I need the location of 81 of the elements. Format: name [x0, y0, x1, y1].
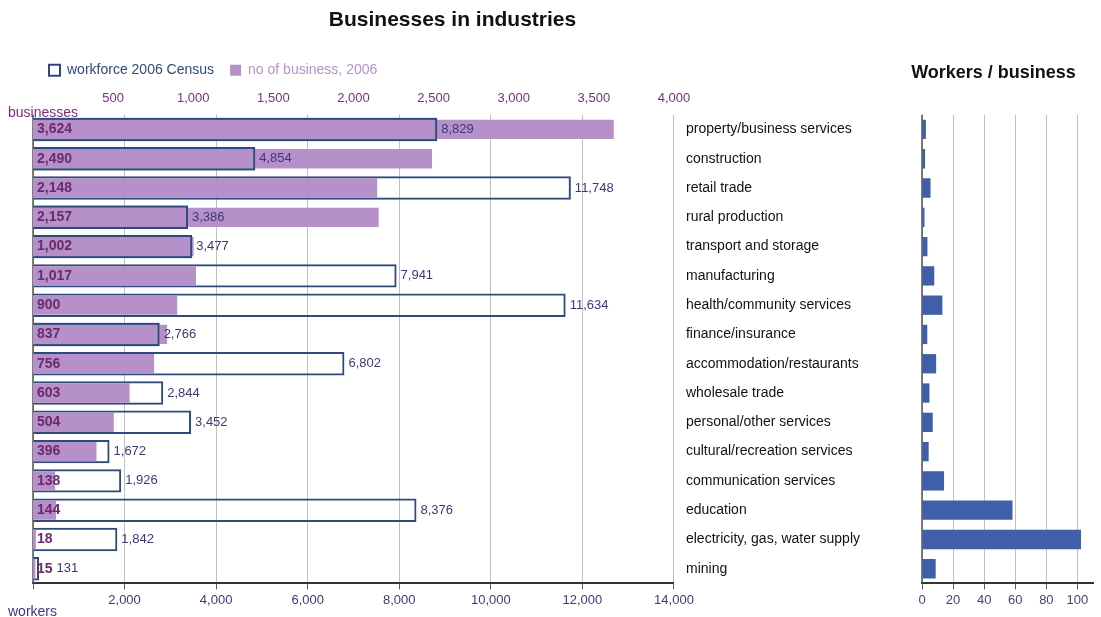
legend-label: workforce 2006 Census — [66, 61, 215, 78]
x-tick-label: 80 — [1039, 591, 1054, 607]
bar — [922, 412, 933, 432]
data-label: 837 — [37, 325, 61, 342]
x-tick-label: 8,000 — [383, 591, 416, 607]
data-label: 6,802 — [348, 355, 381, 371]
y-tick-label: wholesale trade — [684, 383, 785, 400]
y-tick-label: transport and storage — [685, 237, 820, 254]
data-label: 3,452 — [195, 413, 228, 429]
legend-label: no of business, 2006 — [248, 61, 378, 78]
x2-tick-label: 500 — [102, 89, 124, 105]
data-label: 1,926 — [125, 472, 158, 488]
x2-tick-label: 1,500 — [257, 89, 290, 105]
bar — [922, 266, 935, 286]
data-label: 8,829 — [441, 121, 474, 137]
x-tick-label: 10,000 — [470, 591, 511, 607]
x-tick-label: 6,000 — [291, 591, 324, 607]
y-tick-label: electricity, gas, water supply — [685, 530, 860, 547]
x2-axis-title: businesses — [8, 103, 79, 120]
y-tick-label: retail trade — [685, 178, 753, 195]
y-tick-label: manufacturing — [685, 266, 775, 283]
x-tick-label: 2,000 — [108, 591, 141, 607]
y-tick-label: education — [685, 501, 747, 518]
y-tick-label: rural production — [685, 208, 784, 225]
data-label: 1,672 — [113, 443, 147, 459]
data-label: 1,842 — [121, 531, 154, 547]
bar — [922, 354, 937, 374]
y-tick-label: personal/other services — [685, 413, 831, 430]
data-label: 756 — [37, 354, 61, 371]
y-tick-label: accommodation/restaurants — [685, 354, 859, 371]
x2-tick-label: 3,500 — [577, 89, 611, 105]
y-tick-label: cultural/recreation services — [685, 442, 853, 459]
x2-tick-label: 2,500 — [417, 89, 450, 105]
y-tick-label: mining — [685, 559, 728, 576]
y-tick-label: communication services — [685, 471, 836, 488]
bar — [922, 500, 1013, 520]
x-tick-label: 100 — [1066, 591, 1089, 607]
data-label: 3,386 — [192, 208, 225, 224]
data-label: 18 — [37, 530, 53, 547]
data-label: 900 — [37, 296, 61, 313]
chart-title: Workers / business — [911, 61, 1076, 82]
x-tick-label: 4,000 — [199, 591, 233, 607]
x-tick-label: 14,000 — [654, 591, 694, 607]
y-tick-label: property/business services — [685, 120, 852, 137]
x2-tick-label: 3,000 — [497, 89, 530, 105]
data-label: 8,376 — [420, 501, 454, 517]
data-label: 7,941 — [400, 267, 434, 283]
data-label: 4,854 — [259, 150, 292, 166]
data-label: 3,624 — [37, 120, 73, 137]
data-label: 1,002 — [37, 237, 73, 254]
data-label: 2,157 — [37, 208, 73, 225]
y-tick-label: construction — [685, 149, 762, 166]
x-tick-label: 20 — [945, 591, 961, 607]
bar — [922, 559, 936, 579]
data-label: 1,017 — [37, 266, 73, 283]
data-label: 504 — [37, 413, 61, 430]
data-label: 396 — [37, 442, 61, 459]
x2-tick-label: 1,000 — [176, 89, 210, 105]
data-label: 2,844 — [167, 384, 200, 400]
bar — [922, 471, 945, 491]
data-label: 11,634 — [569, 296, 609, 312]
x-tick-label: 40 — [976, 591, 992, 607]
bar — [922, 441, 929, 462]
bar — [922, 178, 931, 198]
x-tick-label: 0 — [918, 591, 926, 607]
x-tick-label: 12,000 — [562, 591, 603, 607]
x2-tick-label: 4,000 — [657, 89, 691, 105]
data-label: 131 — [56, 560, 79, 576]
data-label: 2,490 — [37, 149, 73, 166]
y-tick-label: health/community services — [685, 296, 851, 313]
x-axis-title: workers — [7, 603, 58, 617]
y-tick-label: finance/insurance — [685, 325, 796, 342]
bar — [922, 529, 1082, 550]
data-label: 2,148 — [37, 178, 73, 195]
x-tick-label: 60 — [1008, 591, 1023, 607]
x2-tick-label: 2,000 — [337, 89, 370, 105]
bar — [922, 295, 943, 315]
data-label: 3,477 — [196, 238, 229, 254]
data-label: 603 — [37, 383, 61, 400]
data-label: 11,748 — [574, 179, 614, 195]
chart-title: Businesses in industries — [328, 7, 577, 31]
